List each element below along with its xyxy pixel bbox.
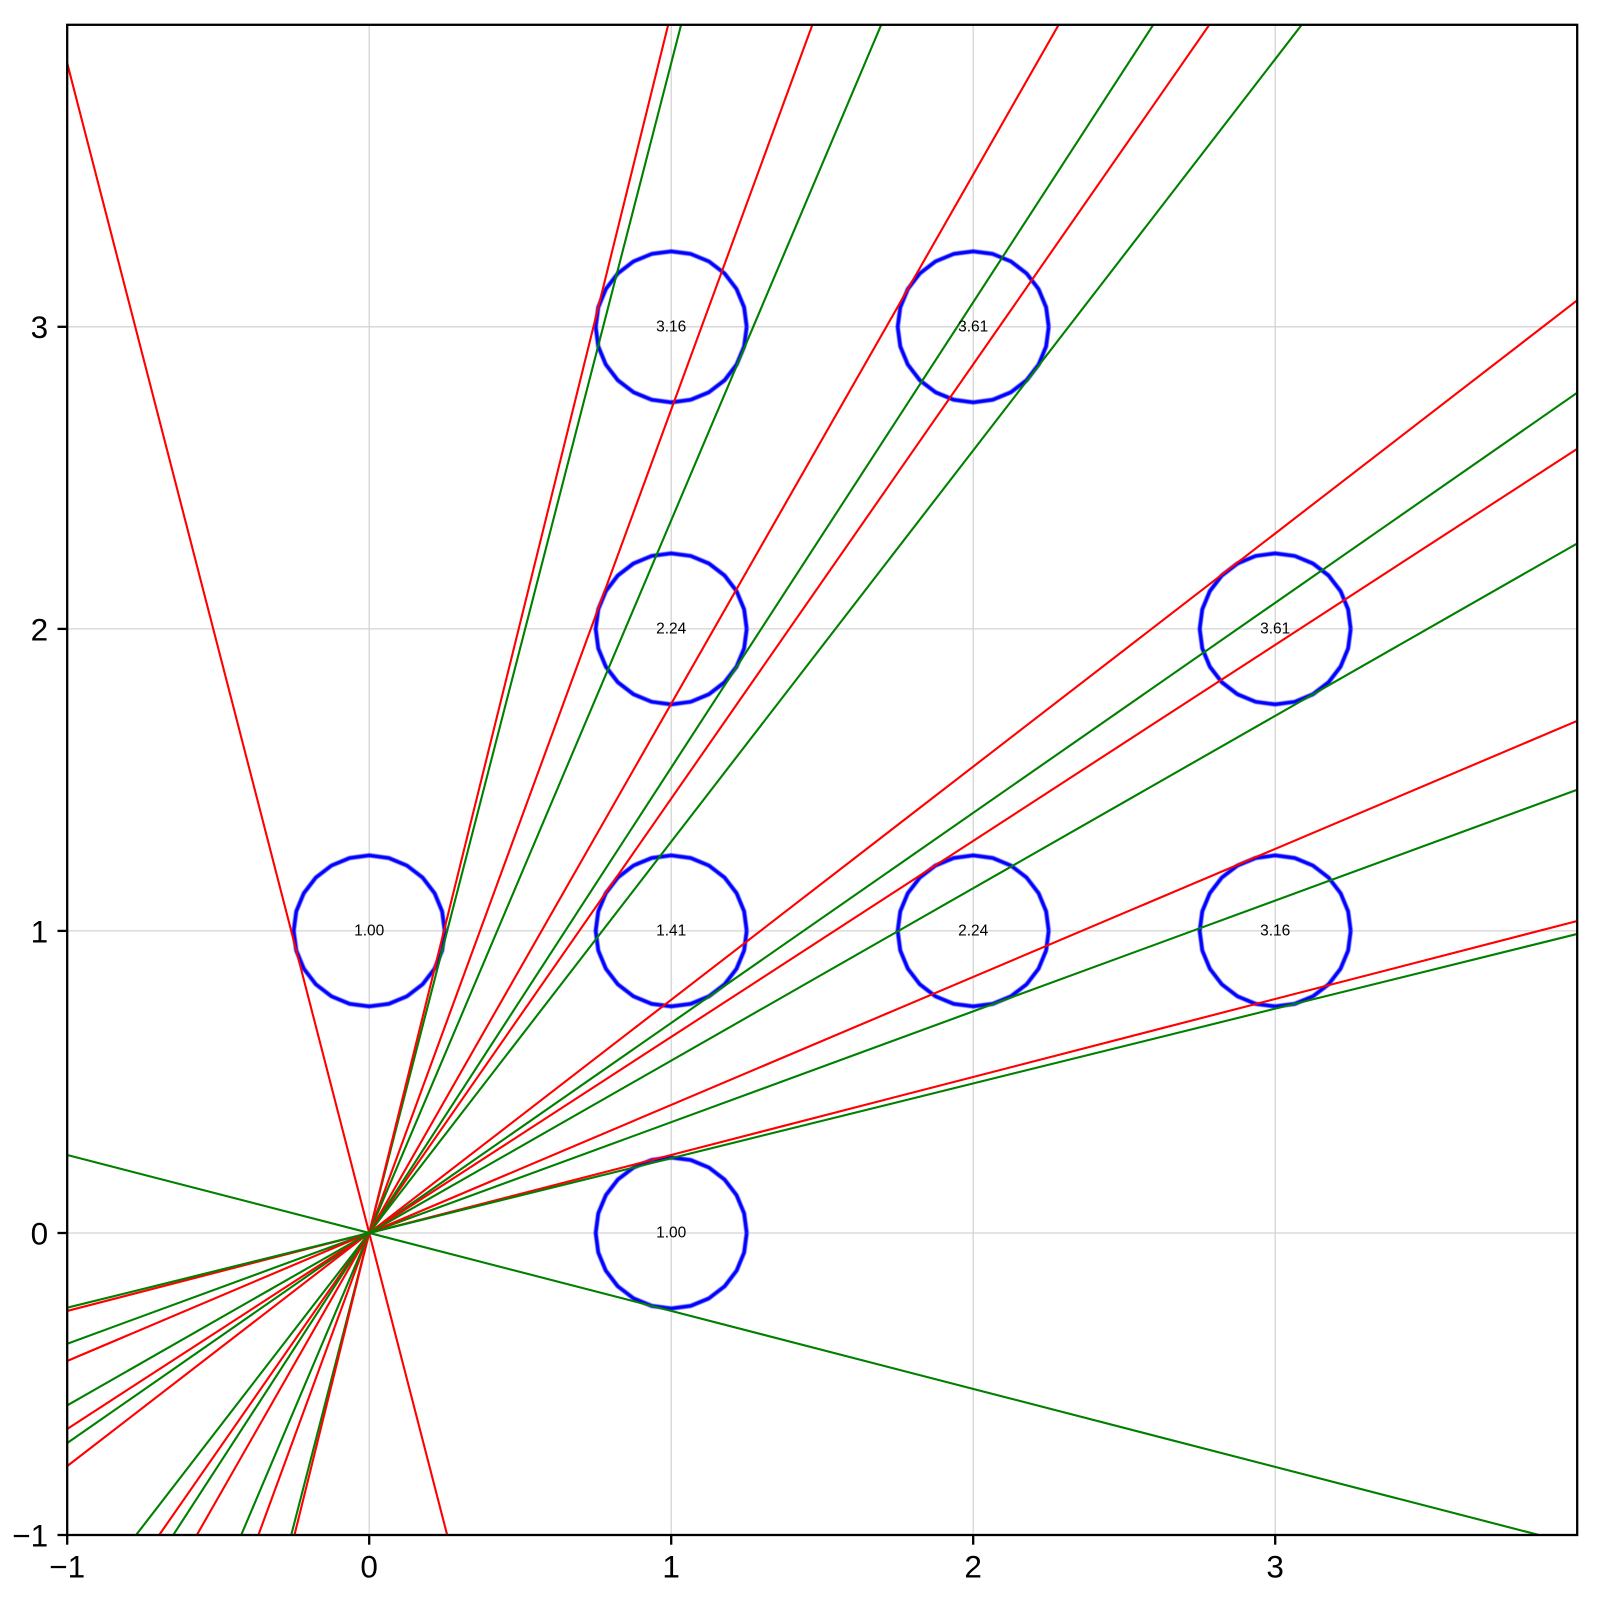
svg-text:3: 3 — [1266, 1548, 1284, 1584]
svg-text:1.00: 1.00 — [354, 923, 385, 940]
svg-text:3.61: 3.61 — [958, 318, 988, 335]
svg-text:0: 0 — [360, 1548, 378, 1584]
svg-text:2: 2 — [31, 611, 49, 647]
svg-text:−1: −1 — [49, 1548, 85, 1584]
svg-text:3: 3 — [31, 309, 49, 345]
svg-text:0: 0 — [31, 1215, 49, 1251]
svg-text:1.00: 1.00 — [656, 1225, 687, 1242]
svg-text:1: 1 — [662, 1548, 680, 1584]
svg-text:3.16: 3.16 — [656, 318, 686, 335]
svg-text:1.41: 1.41 — [656, 923, 686, 940]
svg-text:2.24: 2.24 — [656, 621, 687, 638]
svg-text:2: 2 — [964, 1548, 982, 1584]
svg-text:1: 1 — [31, 913, 49, 949]
svg-text:3.16: 3.16 — [1260, 923, 1290, 940]
svg-text:3.61: 3.61 — [1260, 621, 1290, 638]
svg-text:2.24: 2.24 — [958, 923, 989, 940]
svg-text:−1: −1 — [12, 1517, 48, 1553]
